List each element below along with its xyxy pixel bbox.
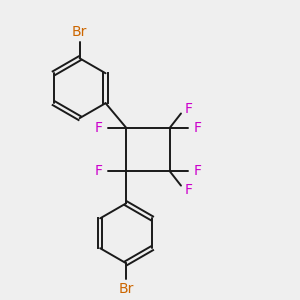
Text: Br: Br bbox=[118, 282, 134, 296]
Text: F: F bbox=[94, 121, 102, 135]
Text: F: F bbox=[185, 183, 193, 197]
Text: F: F bbox=[194, 164, 202, 178]
Text: Br: Br bbox=[72, 26, 87, 39]
Text: F: F bbox=[194, 121, 202, 135]
Text: F: F bbox=[94, 164, 102, 178]
Text: F: F bbox=[185, 102, 193, 116]
